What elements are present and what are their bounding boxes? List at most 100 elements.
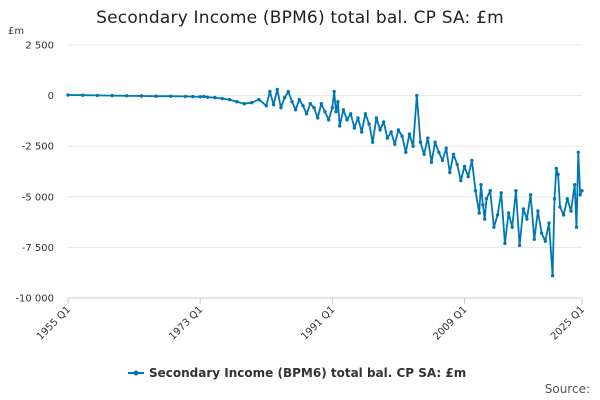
legend-label[interactable]: Secondary Income (BPM6) total bal. CP SA…: [149, 366, 466, 380]
data-point[interactable]: [356, 116, 360, 120]
data-point[interactable]: [470, 158, 474, 163]
data-point[interactable]: [528, 193, 533, 197]
data-point[interactable]: [488, 189, 492, 193]
data-point[interactable]: [393, 142, 397, 146]
data-point[interactable]: [389, 130, 393, 134]
data-point[interactable]: [169, 94, 173, 98]
data-point[interactable]: [367, 122, 371, 126]
data-point[interactable]: [444, 146, 448, 150]
data-point[interactable]: [198, 95, 202, 99]
data-point[interactable]: [503, 241, 507, 246]
data-point[interactable]: [81, 93, 85, 97]
data-point[interactable]: [466, 174, 470, 179]
data-point[interactable]: [242, 102, 246, 106]
legend[interactable]: Secondary Income (BPM6) total bal. CP SA…: [128, 366, 466, 380]
data-point[interactable]: [407, 132, 412, 136]
data-point[interactable]: [547, 221, 551, 225]
data-point[interactable]: [282, 95, 287, 100]
data-point[interactable]: [554, 166, 558, 171]
legend-marker[interactable]: [133, 370, 139, 376]
data-point[interactable]: [332, 89, 336, 94]
data-point[interactable]: [532, 237, 536, 241]
data-point[interactable]: [66, 93, 70, 97]
data-point[interactable]: [95, 93, 100, 98]
data-point[interactable]: [517, 243, 522, 248]
data-point[interactable]: [205, 95, 210, 99]
data-point[interactable]: [341, 108, 346, 112]
data-point[interactable]: [374, 116, 379, 120]
data-point[interactable]: [382, 120, 386, 124]
data-point[interactable]: [565, 197, 569, 201]
data-point[interactable]: [574, 225, 579, 229]
data-point[interactable]: [499, 191, 503, 195]
data-point[interactable]: [578, 193, 582, 197]
data-point[interactable]: [286, 89, 290, 94]
data-point[interactable]: [308, 102, 312, 106]
data-point[interactable]: [492, 225, 496, 229]
data-point[interactable]: [279, 106, 283, 110]
data-point[interactable]: [275, 87, 279, 92]
data-point[interactable]: [462, 164, 467, 169]
data-point[interactable]: [455, 162, 459, 167]
data-point[interactable]: [556, 172, 560, 177]
data-point[interactable]: [336, 100, 340, 104]
data-point[interactable]: [202, 94, 206, 99]
data-point[interactable]: [573, 183, 577, 187]
data-point[interactable]: [345, 118, 349, 122]
data-point[interactable]: [154, 94, 158, 98]
data-point[interactable]: [183, 94, 188, 99]
data-point[interactable]: [268, 89, 272, 94]
data-point[interactable]: [301, 104, 305, 108]
data-point[interactable]: [495, 213, 500, 217]
data-point[interactable]: [569, 209, 573, 213]
data-point[interactable]: [400, 134, 404, 138]
data-point[interactable]: [448, 170, 452, 175]
data-point[interactable]: [316, 116, 320, 120]
data-point[interactable]: [484, 197, 489, 201]
data-point[interactable]: [264, 104, 268, 108]
data-point[interactable]: [404, 150, 408, 154]
data-point[interactable]: [349, 112, 353, 116]
data-point[interactable]: [338, 124, 342, 128]
data-point[interactable]: [422, 152, 426, 156]
data-point[interactable]: [378, 128, 382, 132]
data-point[interactable]: [334, 110, 338, 114]
data-point[interactable]: [550, 274, 555, 278]
data-point[interactable]: [539, 231, 544, 235]
data-point[interactable]: [110, 93, 114, 98]
data-point[interactable]: [479, 183, 483, 187]
data-point[interactable]: [352, 126, 357, 130]
data-point[interactable]: [213, 95, 217, 100]
data-point[interactable]: [371, 140, 375, 144]
data-point[interactable]: [415, 93, 419, 98]
data-point[interactable]: [426, 136, 430, 140]
data-point[interactable]: [297, 97, 301, 102]
data-point[interactable]: [510, 225, 514, 229]
data-point[interactable]: [363, 112, 368, 116]
data-point[interactable]: [536, 209, 540, 213]
data-point[interactable]: [323, 110, 327, 114]
data-point[interactable]: [429, 160, 434, 165]
data-point[interactable]: [257, 97, 261, 102]
data-point[interactable]: [437, 150, 441, 154]
data-point[interactable]: [473, 189, 478, 193]
data-point[interactable]: [543, 239, 547, 243]
data-point[interactable]: [576, 150, 580, 154]
data-point[interactable]: [418, 140, 423, 144]
data-point[interactable]: [360, 130, 364, 134]
data-point[interactable]: [125, 94, 129, 98]
data-point[interactable]: [440, 158, 445, 163]
data-point[interactable]: [459, 178, 463, 183]
data-point[interactable]: [558, 205, 562, 209]
data-point[interactable]: [227, 97, 232, 102]
data-point[interactable]: [271, 103, 276, 107]
data-point[interactable]: [506, 211, 511, 215]
data-point[interactable]: [411, 144, 415, 148]
data-point[interactable]: [477, 211, 481, 215]
data-point[interactable]: [525, 217, 529, 221]
data-point[interactable]: [514, 189, 518, 193]
data-point[interactable]: [330, 106, 334, 110]
data-point[interactable]: [290, 100, 294, 104]
data-point[interactable]: [327, 118, 331, 122]
data-point[interactable]: [552, 197, 557, 201]
